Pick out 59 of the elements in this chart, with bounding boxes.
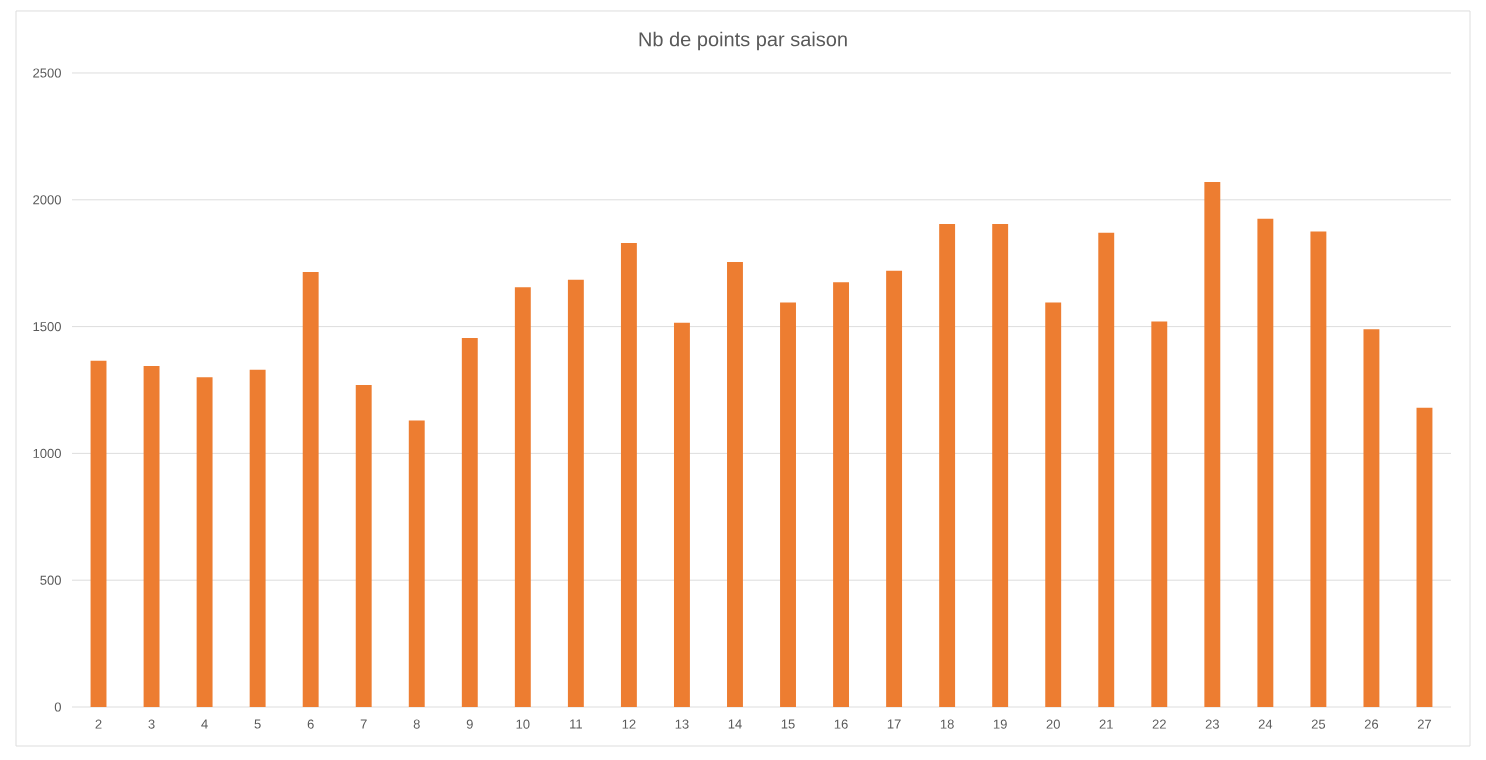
x-tick-label: 21 xyxy=(1099,719,1113,729)
y-tick-label: 2500 xyxy=(33,68,61,78)
y-tick-label: 2000 xyxy=(33,195,61,205)
x-tick-label: 16 xyxy=(834,719,848,729)
y-tick-label: 1000 xyxy=(33,448,61,458)
bar xyxy=(939,223,956,707)
bar xyxy=(1257,218,1274,707)
bar xyxy=(355,384,372,707)
bar xyxy=(196,377,213,707)
x-tick-label: 27 xyxy=(1417,719,1432,729)
bar xyxy=(408,420,425,707)
x-tick-label: 15 xyxy=(781,719,795,729)
x-tick-label: 24 xyxy=(1258,719,1273,729)
bar xyxy=(992,223,1009,707)
bar xyxy=(780,302,796,707)
x-tick-label: 4 xyxy=(201,719,208,729)
bar xyxy=(514,287,531,707)
bar xyxy=(1363,329,1380,707)
bar xyxy=(620,242,637,707)
x-tick-label: 14 xyxy=(728,719,742,729)
y-tick-label: 500 xyxy=(40,575,61,585)
x-tick-label: 2 xyxy=(95,719,102,729)
bar xyxy=(886,270,903,707)
x-tick-label: 9 xyxy=(466,719,473,729)
bar xyxy=(567,279,584,707)
x-tick-label: 5 xyxy=(254,719,261,729)
x-tick-label: 22 xyxy=(1152,719,1166,729)
bar xyxy=(249,369,266,707)
x-tick-label: 7 xyxy=(360,719,367,729)
x-tick-label: 8 xyxy=(413,719,420,729)
x-tick-label: 23 xyxy=(1205,719,1219,729)
bar xyxy=(1098,232,1115,707)
bar xyxy=(1045,302,1062,707)
x-tick-label: 26 xyxy=(1364,719,1379,729)
bar xyxy=(673,322,690,707)
y-tick-label: 0 xyxy=(54,702,61,712)
x-tick-label: 25 xyxy=(1311,719,1326,729)
x-tick-label: 17 xyxy=(887,719,901,729)
bar xyxy=(461,338,478,707)
bar xyxy=(727,261,743,707)
bar xyxy=(833,282,850,707)
x-tick-label: 13 xyxy=(675,719,689,729)
bar xyxy=(1416,407,1433,707)
bar xyxy=(1151,321,1168,707)
bar xyxy=(90,360,107,707)
x-tick-label: 19 xyxy=(993,719,1007,729)
bar xyxy=(302,272,319,707)
y-tick-label: 1500 xyxy=(33,321,61,332)
x-tick-label: 12 xyxy=(622,719,636,729)
bar xyxy=(1204,182,1221,707)
bar xyxy=(143,365,160,707)
chart-title: Nb de points par saison xyxy=(639,31,847,51)
x-tick-label: 20 xyxy=(1046,719,1060,729)
x-tick-label: 11 xyxy=(570,719,582,729)
bar xyxy=(1310,231,1327,707)
x-tick-label: 6 xyxy=(307,719,314,729)
x-tick-label: 10 xyxy=(516,719,530,729)
x-tick-label: 3 xyxy=(148,719,155,729)
x-tick-label: 18 xyxy=(940,719,954,729)
